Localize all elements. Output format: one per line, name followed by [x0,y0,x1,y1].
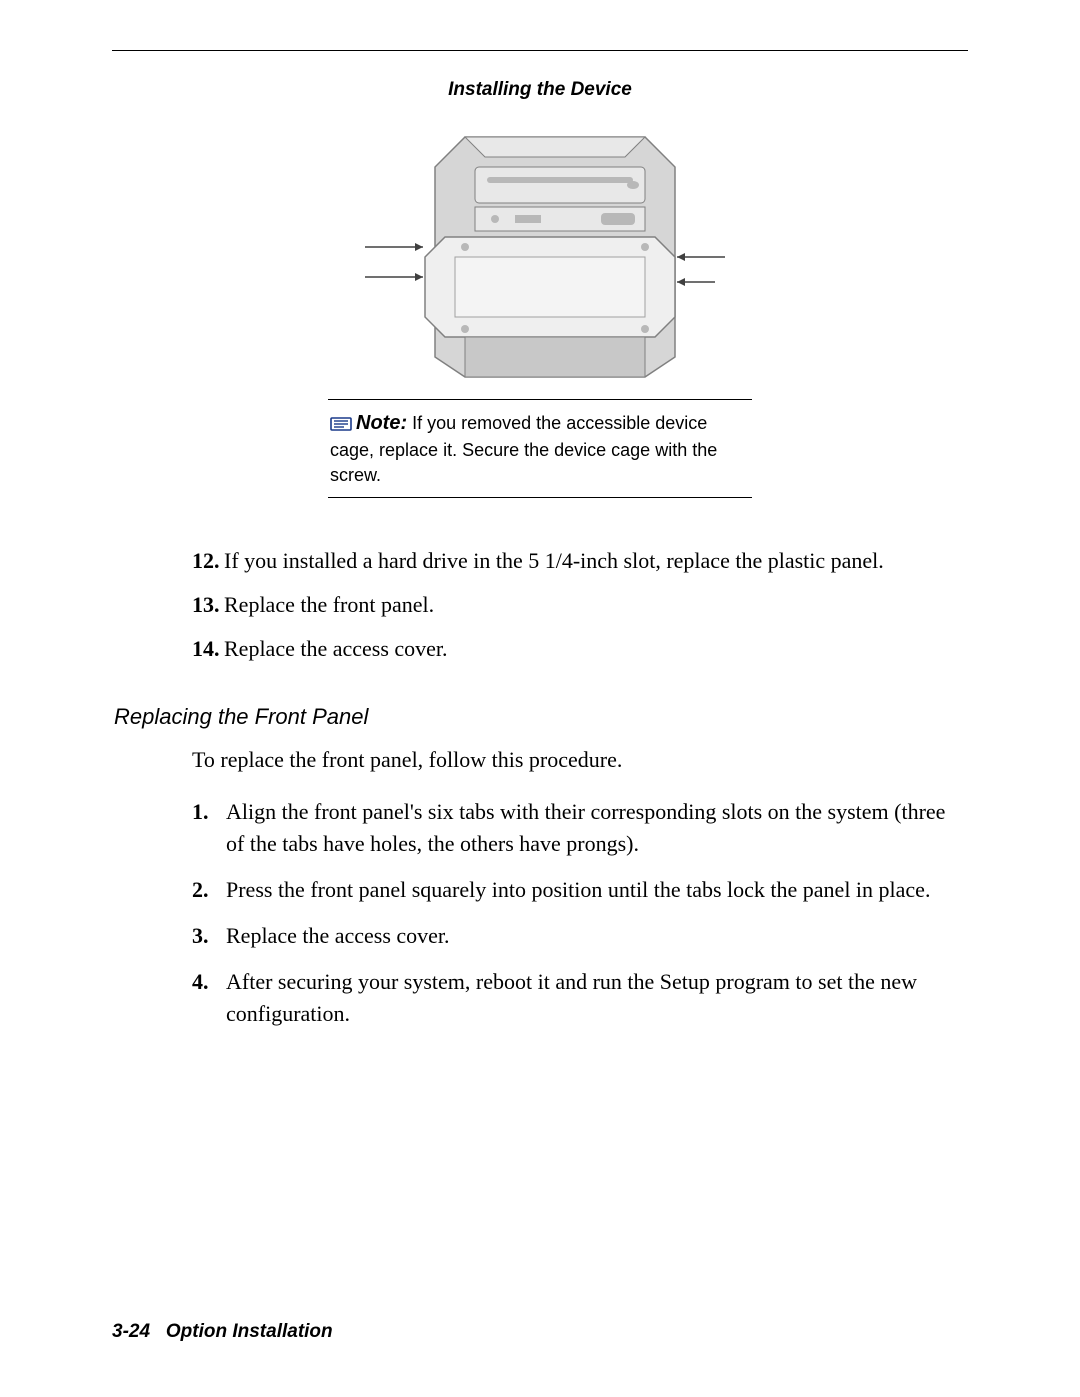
step-text: Replace the access cover. [224,632,958,666]
step-number: 4. [192,966,226,1030]
note-icon [330,414,352,438]
continued-steps-list: 12. If you installed a hard drive in the… [192,544,958,666]
step-text: Press the front panel squarely into posi… [226,874,968,906]
figure-image [112,107,968,387]
list-item: 1. Align the front panel's six tabs with… [192,796,968,860]
step-number: 12. [192,544,224,578]
list-item: 12. If you installed a hard drive in the… [192,544,958,578]
section-heading: Replacing the Front Panel [114,704,968,730]
footer-title: Option Installation [166,1321,333,1342]
section-intro: To replace the front panel, follow this … [192,744,968,776]
note-label: Note: [356,412,407,434]
step-text: After securing your system, reboot it an… [226,966,968,1030]
list-item: 3. Replace the access cover. [192,920,968,952]
list-item: 13. Replace the front panel. [192,588,958,622]
note-block: Note: If you removed the accessible devi… [328,399,752,498]
step-number: 3. [192,920,226,952]
figure-caption: Installing the Device [112,79,968,101]
list-item: 2. Press the front panel squarely into p… [192,874,968,906]
page-footer: 3-24 Option Installation [112,1321,333,1343]
footer-page-number: 3-24 [112,1321,150,1342]
step-text: If you installed a hard drive in the 5 1… [224,544,958,578]
list-item: 14. Replace the access cover. [192,632,958,666]
device-cage-illustration [345,107,735,387]
page: Installing the Device [0,0,1080,1397]
step-number: 14. [192,632,224,666]
step-text: Align the front panel's six tabs with th… [226,796,968,860]
step-number: 13. [192,588,224,622]
step-text: Replace the front panel. [224,588,958,622]
step-number: 2. [192,874,226,906]
step-number: 1. [192,796,226,860]
step-text: Replace the access cover. [226,920,968,952]
procedure-list: 1. Align the front panel's six tabs with… [192,796,968,1029]
list-item: 4. After securing your system, reboot it… [192,966,968,1030]
top-rule [112,50,968,51]
